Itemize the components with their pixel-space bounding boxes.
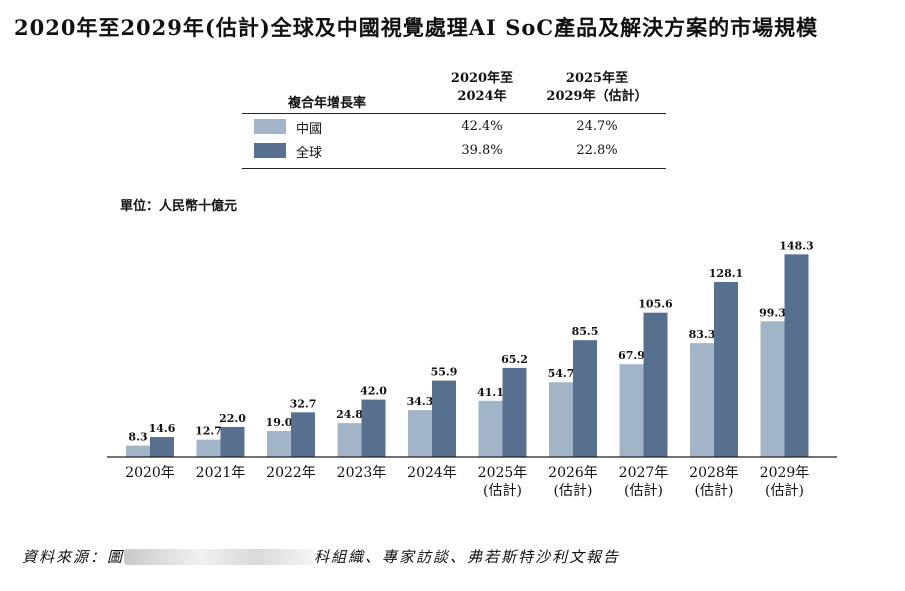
x-tick-label-9-0: 2029年 (760, 465, 810, 481)
legend-label-global: 全球 (296, 146, 323, 161)
cagr-row-china: 中國 42.4% 24.7% (242, 114, 666, 138)
x-tick-label-7-1: (估計) (624, 483, 663, 499)
bar-global-8 (714, 281, 738, 457)
bar-global-7 (643, 312, 668, 457)
cagr-col2-line2: 2029年（估計） (546, 89, 648, 104)
cagr-col2-header: 2025年至 2029年（估計） (532, 70, 662, 106)
data-label-china-3: 24.8 (336, 408, 363, 421)
redacted-block (124, 549, 315, 565)
bar-china-9 (760, 321, 785, 457)
unit-label: 單位：人民幣十億元 (120, 199, 238, 214)
data-label-global-8: 128.1 (709, 267, 743, 280)
cagr-table-header: 複合年增長率 2020年至 2024年 2025年至 2029年（估計） (242, 64, 666, 114)
cagr-row-global: 全球 39.8% 22.8% (242, 138, 666, 169)
x-tick-label-9-1: (估計) (765, 483, 804, 499)
data-label-global-7: 105.6 (638, 298, 673, 311)
legend-label-china: 中國 (296, 122, 323, 137)
bar-global-6 (573, 340, 597, 457)
x-tick-label-2-0: 2022年 (266, 465, 316, 481)
legend-swatch-global (254, 143, 286, 158)
data-label-china-2: 19.0 (266, 416, 293, 429)
bar-global-3 (361, 399, 386, 457)
cagr-col1-line1: 2020年至 (450, 71, 514, 86)
data-label-global-1: 22.0 (219, 412, 246, 425)
bar-global-0 (150, 437, 174, 457)
x-tick-label-0-0: 2020年 (125, 465, 175, 481)
data-label-china-5: 41.1 (477, 386, 504, 399)
data-label-global-4: 55.9 (431, 366, 458, 379)
cagr-table: 複合年增長率 2020年至 2024年 2025年至 2029年（估計） 中國 … (242, 64, 666, 169)
data-label-china-4: 34.3 (407, 395, 434, 408)
data-label-global-3: 42.0 (360, 385, 387, 398)
x-tick-label-5-1: (估計) (483, 483, 522, 499)
cagr-china-2025-2029: 24.7% (576, 119, 618, 134)
x-tick-label-7-0: 2027年 (619, 465, 669, 481)
bar-china-1 (196, 439, 221, 457)
x-tick-label-1-0: 2021年 (196, 465, 246, 481)
source-prefix: 資料來源：圖 (22, 548, 125, 566)
bar-china-6 (549, 382, 573, 457)
x-tick-label-8-1: (估計) (695, 483, 734, 499)
data-label-china-1: 12.7 (195, 425, 222, 438)
bar-global-1 (220, 426, 245, 457)
data-label-global-6: 85.5 (572, 325, 599, 338)
bar-global-9 (784, 254, 809, 457)
x-tick-label-6-1: (估計) (554, 483, 593, 499)
cagr-col1-line2: 2024年 (457, 89, 507, 104)
cagr-china-2020-2024: 42.4% (461, 119, 503, 134)
bar-global-5 (502, 367, 527, 457)
cagr-col1-header: 2020年至 2024年 (442, 70, 522, 106)
cagr-global-2025-2029: 22.8% (576, 143, 618, 158)
data-label-global-0: 14.6 (149, 422, 176, 435)
legend-swatch-china (254, 119, 286, 134)
bar-china-7 (619, 364, 644, 457)
x-tick-label-8-0: 2028年 (689, 465, 739, 481)
data-label-global-2: 32.7 (290, 397, 317, 410)
cagr-header-label: 複合年增長率 (288, 96, 367, 111)
bar-china-5 (478, 400, 503, 457)
data-label-china-0: 8.3 (128, 431, 147, 444)
cagr-global-2020-2024: 39.8% (461, 143, 503, 158)
x-tick-label-4-0: 2024年 (407, 465, 457, 481)
data-label-china-8: 83.3 (689, 328, 716, 341)
bar-china-4 (408, 410, 432, 457)
bar-global-2 (291, 412, 315, 457)
data-label-china-9: 99.3 (759, 306, 786, 319)
data-label-china-6: 54.7 (548, 367, 575, 380)
bar-china-8 (690, 343, 714, 457)
source-note: 資料來源：圖 科組織、專家訪談、弗若斯特沙利文報告 (22, 546, 620, 567)
data-label-global-9: 148.3 (779, 239, 813, 252)
source-suffix: 科組織、專家訪談、弗若斯特沙利文報告 (314, 548, 621, 566)
data-label-china-7: 67.9 (618, 349, 645, 362)
x-tick-label-3-0: 2023年 (337, 465, 387, 481)
bar-global-4 (432, 380, 456, 457)
chart-title: 2020年至2029年(估計)全球及中國視覺處理AI SoC產品及解決方案的市場… (14, 15, 819, 40)
bar-chart: 8.314.6 2020年 12.722.0 2021年 19.0 32.7 2022年 24… (107, 239, 837, 499)
bar-china-0 (126, 445, 150, 457)
bar-china-3 (337, 423, 362, 457)
bar-china-2 (267, 431, 291, 457)
data-label-global-5: 65.2 (501, 353, 528, 366)
cagr-col2-line1: 2025年至 (565, 71, 629, 86)
x-tick-label-5-0: 2025年 (478, 465, 528, 481)
x-tick-label-6-0: 2026年 (548, 465, 598, 481)
